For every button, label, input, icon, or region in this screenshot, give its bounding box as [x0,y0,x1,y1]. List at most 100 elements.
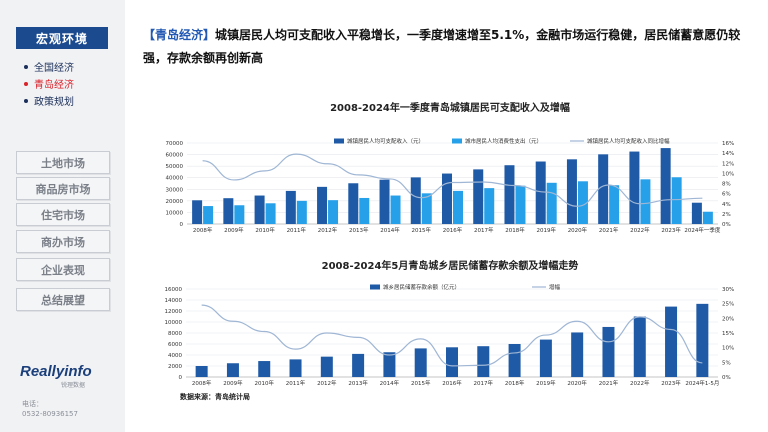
bar-primary [539,339,552,377]
y-tick-right: 0% [722,222,731,228]
x-tick-label: 2016年 [443,226,463,234]
subitem-label: 全国经济 [34,63,74,74]
nav-button-residential-market[interactable]: 住宅市场 [16,203,110,226]
x-tick-label: 2008年 [193,226,213,234]
x-tick-label: 2011年 [286,379,306,387]
headline: 【青岛经济】城镇居民人均可支配收入平稳增长，一季度增速增至5.1%，金融市场运行… [143,24,753,70]
x-tick-label: 2015年 [411,379,431,387]
x-tick-label: 2009年 [224,226,244,234]
logo-subtitle: 锐理数据 [61,382,86,389]
bar-secondary [609,185,620,224]
bar-primary [566,159,577,224]
bar-primary [446,347,458,377]
legend-bar-swatch [452,138,462,144]
bar-primary [442,173,452,224]
y-tick-left: 6000 [168,342,182,348]
x-tick-label: 2018年 [505,226,525,234]
x-tick-label: 2019年 [536,226,556,234]
x-tick-label: 2016年 [442,379,462,387]
legend-bar-swatch [334,138,344,144]
bar-secondary [671,177,682,224]
bar-primary [535,161,546,224]
y-tick-right: 20% [722,316,734,322]
bar-secondary [453,190,463,224]
bar-primary [414,348,427,377]
bar-secondary [546,182,557,224]
chart1-title: 2008-2024年一季度青岛城镇居民可支配收入及增幅 [330,103,570,114]
y-tick-right: 25% [722,302,734,308]
bullet-icon [24,64,28,69]
subitem-list: 全国经济 青岛经济 政策规划 [24,58,74,109]
bar-primary [226,363,239,377]
bar-primary [254,195,265,224]
bar-primary [195,366,208,377]
bar-primary [665,306,678,377]
y-tick-right: 6% [722,192,731,198]
nav-button-commercial-office[interactable]: 商办市场 [16,230,110,253]
bar-primary [379,179,390,224]
subitem-qingdao-economy[interactable]: 青岛经济 [24,75,74,92]
x-tick-label: 2014年 [380,226,400,234]
bar-primary [352,353,365,377]
bar-primary [320,356,333,377]
y-tick-left: 30000 [166,187,184,193]
y-tick-left: 12000 [165,309,183,315]
bar-primary [660,148,671,224]
headline-text: 城镇居民人均可支配收入平稳增长，一季度增速增至5.1%，金融市场运行稳健，居民储… [143,28,741,65]
x-tick-label: 2014年 [380,379,400,387]
legend-label: 城镇居民人均可支配收入同比增幅 [587,137,670,145]
bar-primary [504,165,515,224]
logo: Reallyinfo [20,363,92,380]
nav-button-commodity-housing[interactable]: 商品房市场 [16,177,110,200]
bar-primary [696,303,709,377]
bar-primary [289,359,302,377]
subitem-national-economy[interactable]: 全国经济 [24,58,74,75]
subitem-label: 政策规划 [34,97,74,108]
x-tick-label: 2022年 [630,226,650,234]
subitem-policy-planning[interactable]: 政策规划 [24,92,74,109]
bar-secondary [203,206,214,224]
x-tick-label: 2024年1-5月 [685,379,719,387]
bar-secondary [640,179,651,224]
bar-primary [508,344,521,377]
x-tick-label: 2012年 [318,226,338,234]
y-tick-right: 2% [722,212,731,218]
bullet-icon [24,98,28,103]
y-tick-right: 15% [722,331,734,337]
bar-primary [383,352,396,377]
series-line [202,153,703,207]
bar-secondary [515,185,526,224]
nav-button-summary-outlook[interactable]: 总结展望 [16,288,110,311]
y-tick-right: 8% [722,182,731,188]
x-tick-label: 2013年 [348,379,368,387]
legend-label: 城乡居民储蓄存款余额（亿元） [383,283,460,291]
bar-secondary [359,197,370,224]
subitem-label: 青岛经济 [34,80,74,91]
y-tick-left: 4000 [168,353,182,359]
y-tick-right: 12% [722,161,734,167]
x-tick-label: 2009年 [223,379,243,387]
bar-primary [602,326,615,377]
bar-secondary [328,200,339,224]
y-tick-right: 10% [722,346,734,352]
x-tick-label: 2010年 [255,226,275,234]
x-tick-label: 2017年 [474,226,494,234]
nav-button-enterprise-performance[interactable]: 企业表现 [16,258,110,281]
bar-primary [410,177,421,224]
x-tick-label: 2013年 [349,226,369,234]
bar-primary [285,190,296,224]
headline-tag: 【青岛经济】 [143,28,216,42]
y-tick-left: 10000 [166,210,184,216]
nav-button-land-market[interactable]: 土地市场 [16,151,110,174]
x-tick-label: 2021年 [599,379,619,387]
bar-primary [317,186,328,224]
y-tick-right: 14% [722,151,734,157]
section-title-button[interactable]: 宏观环境 [16,27,108,49]
bar-primary [192,200,203,224]
bar-primary [691,202,702,224]
y-tick-left: 16000 [165,287,183,293]
bar-secondary [296,200,307,224]
bar-primary [473,169,484,224]
y-tick-left: 20000 [166,199,184,205]
y-tick-right: 4% [722,202,731,208]
